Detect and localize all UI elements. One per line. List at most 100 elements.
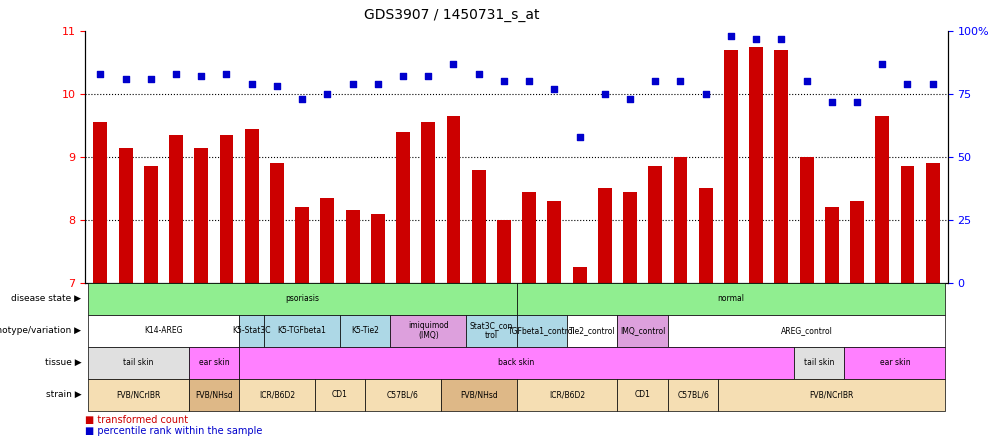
Bar [572, 267, 586, 283]
Text: ear skin: ear skin [198, 358, 229, 367]
Text: FVB/NHsd: FVB/NHsd [194, 390, 232, 399]
Point [722, 32, 738, 40]
Bar [219, 135, 233, 283]
Point [92, 70, 108, 77]
Text: ICR/B6D2: ICR/B6D2 [548, 390, 584, 399]
Bar [421, 123, 435, 283]
Point [773, 35, 789, 42]
Point [874, 60, 890, 67]
Point [218, 70, 234, 77]
Bar [875, 116, 889, 283]
Text: IMQ_control: IMQ_control [619, 326, 664, 335]
Text: Stat3C_con
trol: Stat3C_con trol [469, 321, 512, 341]
Bar [497, 220, 510, 283]
Text: TGFbeta1_control: TGFbeta1_control [507, 326, 575, 335]
Text: ■ percentile rank within the sample: ■ percentile rank within the sample [85, 427, 263, 436]
Text: FVB/NCrIBR: FVB/NCrIBR [116, 390, 160, 399]
Text: FVB/NCrIBR: FVB/NCrIBR [809, 390, 853, 399]
Bar [320, 198, 334, 283]
Text: K5-TGFbeta1: K5-TGFbeta1 [278, 326, 327, 335]
Bar [471, 170, 485, 283]
Point [470, 70, 486, 77]
Point [420, 73, 436, 80]
Text: psoriasis: psoriasis [285, 294, 319, 303]
Text: tail skin: tail skin [804, 358, 834, 367]
Bar [295, 207, 309, 283]
Text: CD1: CD1 [634, 390, 650, 399]
Bar [169, 135, 182, 283]
Text: strain ▶: strain ▶ [45, 390, 81, 399]
Text: ear skin: ear skin [879, 358, 909, 367]
Bar [698, 188, 712, 283]
Text: K5-Stat3C: K5-Stat3C [232, 326, 271, 335]
Point [345, 80, 361, 87]
Point [168, 70, 184, 77]
Bar [824, 207, 838, 283]
Text: C57BL/6: C57BL/6 [676, 390, 708, 399]
Text: normal: normal [716, 294, 743, 303]
Bar [371, 214, 385, 283]
Text: genotype/variation ▶: genotype/variation ▶ [0, 326, 81, 335]
Bar [143, 166, 157, 283]
Text: FVB/NHsd: FVB/NHsd [459, 390, 497, 399]
Point [243, 80, 260, 87]
Point [899, 80, 915, 87]
Bar [446, 116, 460, 283]
Bar [270, 163, 284, 283]
Point [445, 60, 461, 67]
Bar [346, 210, 359, 283]
Bar [850, 201, 863, 283]
Point [294, 95, 310, 103]
Text: imiquimod
(IMQ): imiquimod (IMQ) [408, 321, 448, 341]
Bar [597, 188, 611, 283]
Text: K5-Tie2: K5-Tie2 [351, 326, 379, 335]
Point [521, 78, 537, 85]
Point [621, 95, 637, 103]
Bar [925, 163, 939, 283]
Point [848, 98, 864, 105]
Point [269, 83, 285, 90]
Text: Tie2_control: Tie2_control [568, 326, 615, 335]
Bar [673, 157, 686, 283]
Text: tissue ▶: tissue ▶ [44, 358, 81, 367]
Point [671, 78, 687, 85]
Point [747, 35, 764, 42]
Point [697, 91, 713, 98]
Point [395, 73, 411, 80]
Point [370, 80, 386, 87]
Bar [118, 147, 132, 283]
Point [571, 133, 587, 140]
Point [596, 91, 612, 98]
Text: tail skin: tail skin [123, 358, 153, 367]
Text: ICR/B6D2: ICR/B6D2 [259, 390, 295, 399]
Bar [547, 201, 561, 283]
Point [546, 85, 562, 92]
Point [142, 75, 158, 83]
Point [319, 91, 335, 98]
Bar [748, 47, 763, 283]
Text: CD1: CD1 [332, 390, 348, 399]
Text: GDS3907 / 1450731_s_at: GDS3907 / 1450731_s_at [364, 8, 538, 22]
Point [495, 78, 511, 85]
Bar [799, 157, 813, 283]
Bar [647, 166, 661, 283]
Bar [396, 132, 410, 283]
Bar [522, 191, 535, 283]
Bar [900, 166, 914, 283]
Point [798, 78, 814, 85]
Text: ■ transformed count: ■ transformed count [85, 415, 188, 425]
Text: AREG_control: AREG_control [780, 326, 832, 335]
Point [823, 98, 839, 105]
Bar [723, 50, 737, 283]
Point [924, 80, 940, 87]
Point [193, 73, 209, 80]
Bar [774, 50, 788, 283]
Point [117, 75, 133, 83]
Text: back skin: back skin [498, 358, 534, 367]
Text: disease state ▶: disease state ▶ [11, 294, 81, 303]
Bar [93, 123, 107, 283]
Text: C57BL/6: C57BL/6 [387, 390, 419, 399]
Text: K14-AREG: K14-AREG [144, 326, 182, 335]
Point [646, 78, 662, 85]
Bar [622, 191, 636, 283]
